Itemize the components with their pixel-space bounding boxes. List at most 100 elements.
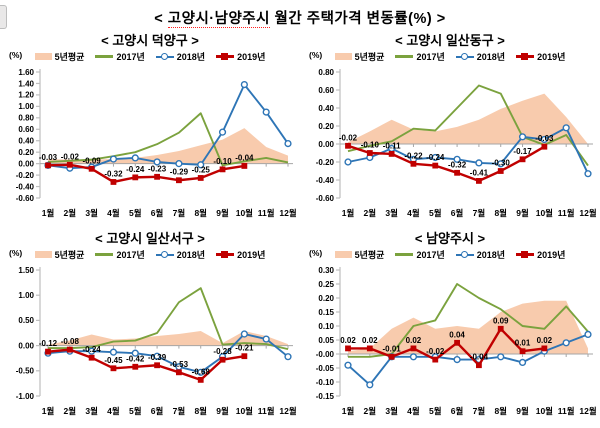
svg-text:9월: 9월 (516, 208, 529, 218)
svg-text:-0.60: -0.60 (16, 194, 35, 203)
svg-text:-0.12: -0.12 (39, 339, 58, 348)
legend-item-avg5: 5년평균 (34, 50, 84, 63)
svg-text:0.04: 0.04 (449, 330, 465, 339)
svg-text:7월: 7월 (173, 406, 186, 416)
svg-text:-0.29: -0.29 (170, 168, 189, 177)
plot-ilsanseo: 1.50 1.00 0.50 0.00 -0.50 -1.00 1월 2월 3월 4월 5월 6월 7월… (16, 266, 297, 416)
chart-title-ilsanseo: < 고양시 일산서구 > (95, 231, 205, 246)
svg-text:1.40: 1.40 (18, 79, 34, 88)
svg-text:10월: 10월 (536, 406, 553, 416)
avg5-swatch-icon (334, 251, 352, 258)
line-2017-swatch-icon (395, 253, 414, 256)
svg-text:-0.40: -0.40 (16, 182, 35, 191)
svg-text:-0.04: -0.04 (235, 153, 254, 162)
avg5-swatch-icon (34, 53, 52, 60)
svg-text:-0.02: -0.02 (426, 347, 445, 356)
svg-text:-0.00: -0.00 (316, 350, 335, 359)
svg-text:8월: 8월 (494, 208, 507, 218)
svg-text:12월: 12월 (579, 406, 596, 416)
legend-item-2019: 2019년 (216, 50, 265, 63)
svg-text:1.20: 1.20 (18, 91, 34, 100)
svg-text:-0.68: -0.68 (192, 367, 211, 376)
legend-ilsanseo: (%) 5년평균 2017년 2018년 2019년 (0, 247, 300, 262)
legend-item-2018: 2018년 (155, 248, 205, 261)
page-title-region: 고양시·남양주시 (167, 11, 270, 28)
unit-label: (%) (309, 248, 323, 258)
chart-title-namyangju: < 남양주시 > (414, 231, 486, 246)
svg-text:-0.22: -0.22 (404, 151, 423, 160)
legend-item-2019: 2019년 (516, 248, 565, 261)
svg-text:-0.25: -0.25 (192, 165, 211, 174)
svg-text:-0.24: -0.24 (426, 153, 445, 162)
chart-namyangju: < 남양주시 > (%) 5년평균 2017년 2018년 2019년 0.30… (300, 230, 600, 428)
svg-text:1월: 1월 (342, 406, 355, 416)
svg-text:12월: 12월 (579, 208, 596, 218)
svg-text:-0.02: -0.02 (339, 133, 358, 142)
line-2019-swatch-icon (216, 250, 235, 258)
svg-text:-0.15: -0.15 (316, 392, 335, 401)
svg-text:5월: 5월 (129, 406, 142, 416)
svg-text:-0.11: -0.11 (383, 141, 401, 150)
legend-item-2019: 2019년 (216, 248, 265, 261)
legend-namyangju: (%) 5년평균 2017년 2018년 2019년 (300, 247, 600, 262)
svg-text:6월: 6월 (151, 208, 164, 218)
svg-text:0.40: 0.40 (18, 137, 34, 146)
plot-deogyang: 1.60 1.40 1.20 1.00 0.80 0.60 0.40 0.20 0.00 -0.2… (16, 68, 297, 218)
svg-text:11월: 11월 (258, 208, 275, 218)
svg-text:-0.04: -0.04 (470, 353, 489, 362)
svg-text:0.40: 0.40 (318, 104, 334, 113)
svg-text:6월: 6월 (451, 406, 464, 416)
legend-item-2018: 2018년 (155, 50, 205, 63)
svg-text:0.80: 0.80 (18, 114, 34, 123)
svg-text:1월: 1월 (42, 208, 55, 218)
chart-title-deogyang: < 고양시 덕양구 > (101, 33, 199, 48)
svg-text:-0.41: -0.41 (470, 168, 489, 177)
svg-text:1.00: 1.00 (18, 291, 34, 300)
svg-text:-0.02: -0.02 (61, 152, 80, 161)
legend-item-2017: 2017년 (395, 248, 445, 261)
svg-text:0.02: 0.02 (406, 336, 422, 345)
svg-text:0.02: 0.02 (537, 336, 553, 345)
svg-text:-0.03: -0.03 (39, 153, 58, 162)
unit-label: (%) (9, 248, 23, 258)
svg-text:-0.42: -0.42 (126, 354, 145, 363)
plot-ilsandong: 0.80 0.60 0.40 0.20 0.00 -0.20 -0.40 -0.60 1월 2월 3… (316, 68, 597, 218)
svg-text:-0.09: -0.09 (83, 156, 102, 165)
svg-text:6월: 6월 (451, 208, 464, 218)
svg-text:0.80: 0.80 (318, 68, 334, 77)
svg-text:3월: 3월 (85, 208, 98, 218)
svg-text:-0.39: -0.39 (148, 353, 167, 362)
svg-text:12월: 12월 (279, 406, 296, 416)
svg-text:0.50: 0.50 (18, 316, 34, 325)
svg-text:-0.50: -0.50 (16, 367, 35, 376)
svg-text:1.60: 1.60 (18, 68, 34, 77)
svg-text:-0.01: -0.01 (383, 344, 402, 353)
svg-text:-0.32: -0.32 (104, 169, 123, 178)
svg-text:11월: 11월 (258, 406, 275, 416)
svg-text:-0.05: -0.05 (316, 364, 335, 373)
svg-text:-0.53: -0.53 (170, 360, 189, 369)
svg-text:4월: 4월 (107, 406, 120, 416)
svg-text:9월: 9월 (516, 406, 529, 416)
svg-text:-0.45: -0.45 (104, 356, 123, 365)
svg-text:0.20: 0.20 (318, 294, 334, 303)
svg-text:7월: 7월 (173, 208, 186, 218)
chart-ilsanseo: < 고양시 일산서구 > (%) 5년평균 2017년 2018년 2019년 … (0, 230, 300, 428)
avg5-swatch-icon (34, 251, 52, 258)
svg-text:2월: 2월 (364, 406, 377, 416)
line-2019-swatch-icon (516, 250, 535, 258)
svg-text:4월: 4월 (107, 208, 120, 218)
svg-text:1월: 1월 (42, 406, 55, 416)
svg-text:2월: 2월 (64, 406, 77, 416)
svg-text:-0.23: -0.23 (148, 164, 167, 173)
svg-text:0.60: 0.60 (18, 125, 34, 134)
svg-text:-0.10: -0.10 (316, 378, 335, 387)
svg-text:12월: 12월 (279, 208, 296, 218)
svg-text:-0.60: -0.60 (316, 194, 335, 203)
legend-item-2018: 2018년 (455, 248, 505, 261)
svg-text:-0.20: -0.20 (316, 158, 335, 167)
legend-item-avg5: 5년평균 (334, 248, 384, 261)
chart-title-ilsandong: < 고양시 일산동구 > (395, 33, 505, 48)
charts-grid: < 고양시 덕양구 > (%) 5년평균 2017년 2018년 2019년 1… (0, 32, 600, 428)
svg-text:0.02: 0.02 (362, 336, 378, 345)
